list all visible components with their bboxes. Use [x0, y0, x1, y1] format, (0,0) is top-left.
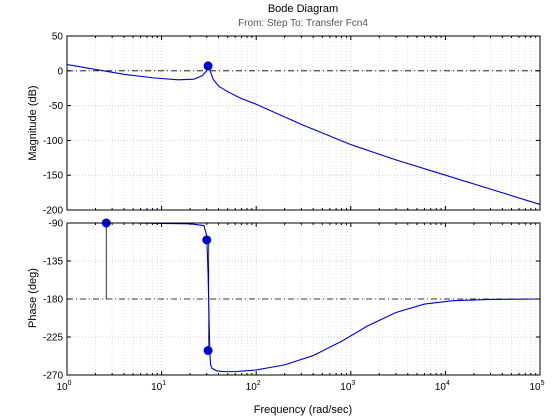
plot-area: [67, 36, 540, 210]
y-tick-label: -225: [43, 333, 63, 344]
x-tick-label: 103: [340, 380, 355, 393]
plot-frame: [66, 35, 541, 211]
y-tick-label: -100: [43, 136, 63, 147]
y-tick-label: -200: [43, 206, 63, 217]
response-line: [66, 63, 541, 205]
x-tick-label: 105: [529, 380, 544, 393]
y-axis-label-phase: Phase (deg): [27, 268, 39, 328]
y-tick-label: -135: [43, 257, 63, 268]
response-line: [67, 222, 541, 373]
x-tick-label: 100: [56, 380, 71, 393]
data-marker: [202, 235, 212, 245]
y-tick-label: -90: [49, 219, 64, 230]
y-tick-label: -50: [49, 101, 64, 112]
data-marker: [203, 346, 213, 356]
y-tick-label: -150: [43, 171, 63, 182]
chart-title: Bode Diagram: [268, 3, 338, 15]
y-tick-label: -180: [43, 295, 63, 306]
x-axis-label: Frequency (rad/sec): [254, 404, 352, 416]
y-axis-label-magnitude: Magnitude (dB): [27, 85, 39, 160]
x-tick-label: 104: [435, 380, 450, 393]
y-tick-label: 50: [52, 32, 64, 43]
magnitude-panel: 50 0 -50 -100 -150 -200: [43, 32, 541, 217]
x-tick-label: 101: [151, 380, 166, 393]
data-marker: [203, 61, 213, 71]
y-tick-label: -270: [43, 371, 63, 382]
y-tick-label: 0: [57, 66, 63, 77]
x-tick-label: 102: [246, 380, 261, 393]
chart-subtitle: From: Step To: Transfer Fcn4: [238, 18, 368, 29]
